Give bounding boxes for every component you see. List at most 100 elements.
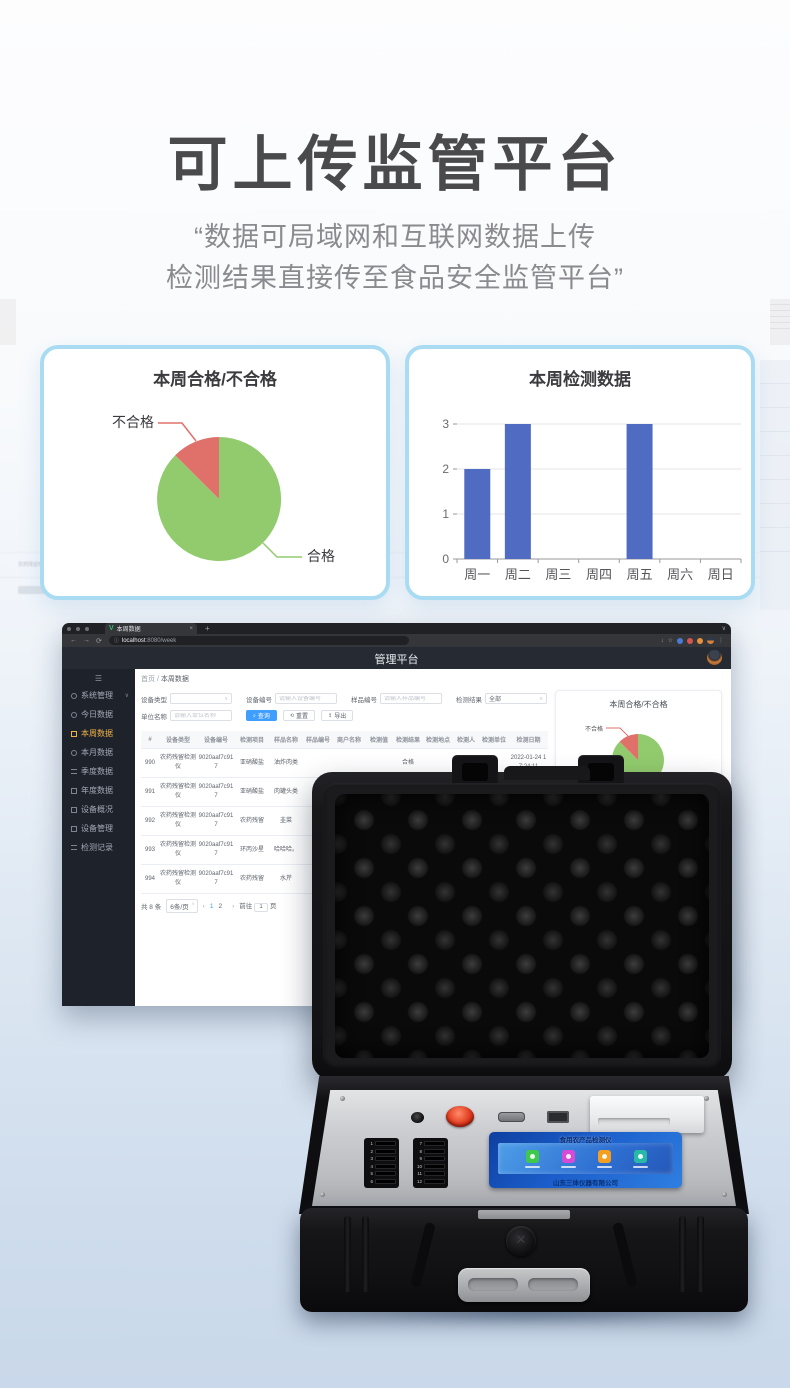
handle-grip-slot: [468, 1278, 518, 1291]
bar-周一: [464, 469, 491, 559]
prev-page-icon[interactable]: ‹: [202, 902, 205, 910]
sample-channel-4: 4: [367, 1163, 396, 1171]
sidebar-item-5[interactable]: 年度数据: [62, 781, 135, 800]
device-app-icon-1: [526, 1150, 539, 1163]
page-number-2[interactable]: 2: [218, 902, 223, 910]
tab-search-caret-icon[interactable]: ∨: [721, 626, 726, 632]
sidebar-item-8[interactable]: 检测记录: [62, 838, 135, 857]
table-cell: 农药残留检测仪: [159, 777, 197, 807]
reload-icon[interactable]: ⟳: [96, 637, 102, 645]
export-button[interactable]: ↥ 导出: [321, 710, 354, 721]
x-tick-label: 周五: [627, 567, 653, 582]
browser-profile-avatar[interactable]: [707, 637, 714, 644]
channel-number: 8: [419, 1148, 422, 1154]
chevron-down-icon: ∨: [124, 693, 129, 699]
extension-icon-blue[interactable]: [677, 637, 683, 644]
sidebar-collapse-icon[interactable]: ☰: [94, 674, 103, 683]
gear-icon: [71, 692, 77, 699]
filter-row-2: 单位名称 ⌕ 查询 ⟲ 重置 ↥ 导出: [141, 710, 723, 721]
bookmark-star-icon[interactable]: ☆: [667, 638, 673, 644]
y-tick-label: 1: [442, 507, 449, 521]
device-app-label: [597, 1166, 612, 1168]
unit-input[interactable]: [174, 712, 228, 719]
window-close-icon[interactable]: [67, 626, 71, 631]
pagination-total: 共 8 条: [141, 904, 162, 911]
window-minimize-icon[interactable]: [76, 626, 80, 631]
page-size-select[interactable]: 6条/页: [166, 899, 198, 913]
sidebar-item-label: 系统管理: [81, 691, 113, 700]
result-select[interactable]: 全部 ∨: [485, 693, 547, 704]
page-subtitle-line1: “数据可局域网和互联网数据上传: [194, 222, 596, 252]
browser-menu-icon[interactable]: ⋮: [718, 638, 724, 644]
browser-toolbar: ← → ⟳ ⓘ localhost :8080/week ↓ ☆ ⋮: [62, 634, 731, 647]
sidebar-item-3[interactable]: 本月数据: [62, 743, 135, 762]
channel-number: 2: [370, 1148, 373, 1154]
bar-chart-icon: [71, 769, 77, 774]
breadcrumb: 首页 / 本周数据: [141, 676, 189, 683]
extension-icon-orange[interactable]: [697, 637, 703, 644]
channel-number: 10: [416, 1163, 422, 1169]
sample-no-input[interactable]: [384, 695, 438, 702]
channel-slot: [424, 1141, 445, 1147]
site-info-icon[interactable]: ⓘ: [113, 638, 119, 644]
browser-tab[interactable]: V 本周数据 ×: [105, 623, 197, 634]
extension-icon-red[interactable]: [687, 637, 693, 644]
deck-screw: [320, 1192, 325, 1197]
sidebar-item-4[interactable]: 季度数据: [62, 762, 135, 781]
device-type-select[interactable]: ∨: [170, 693, 232, 704]
sidebar-item-7[interactable]: 设备管理: [62, 819, 135, 838]
pagination: 共 8 条 6条/页 ‹ 12 › 前往 页: [141, 899, 723, 913]
grid-icon: [71, 806, 77, 813]
tab-close-icon[interactable]: ×: [189, 625, 193, 632]
sample-channel-bank-right: 7 8 9 10 11 12: [413, 1138, 448, 1188]
result-label: 检测结果: [456, 696, 482, 704]
device-app-label: [525, 1166, 540, 1168]
forward-icon[interactable]: →: [83, 637, 90, 644]
sidebar-item-0[interactable]: 系统管理 ∨: [62, 686, 135, 705]
case-center-knob: [506, 1226, 536, 1256]
new-tab-button[interactable]: +: [205, 624, 210, 633]
download-icon[interactable]: ↓: [660, 637, 664, 644]
search-button[interactable]: ⌕ 查询: [246, 710, 277, 721]
sample-no-input-wrap: [380, 693, 442, 704]
user-avatar[interactable]: [707, 650, 722, 665]
next-page-icon[interactable]: ›: [232, 902, 235, 910]
lan-port: [547, 1111, 569, 1123]
x-tick-label: 周四: [586, 567, 612, 582]
pie-callout-line-pass: [262, 542, 302, 558]
channel-slot: [424, 1163, 445, 1169]
device-app-icon-3: [598, 1150, 611, 1163]
egg-crate-foam: [335, 794, 709, 1058]
panel-pie-title: 本周合格/不合格: [609, 700, 668, 709]
sample-channel-11: 11: [416, 1170, 445, 1178]
page-number-1[interactable]: 1: [209, 902, 214, 910]
device-no-input-wrap: [275, 693, 337, 704]
sample-channel-10: 10: [416, 1163, 445, 1171]
bar-chart-title: 本周检测数据: [529, 370, 631, 389]
url-host: localhost: [121, 637, 146, 644]
case-ridge: [679, 1216, 686, 1292]
table-cell: 环丙沙星: [235, 835, 269, 865]
sidebar-item-1[interactable]: 今日数据: [62, 705, 135, 724]
toolbar-right-icons: ↓ ☆ ⋮: [659, 637, 726, 644]
table-column-header: 检测单位: [479, 731, 509, 749]
channel-number: 6: [370, 1178, 373, 1184]
sidebar-item-6[interactable]: 设备概况: [62, 800, 135, 819]
cloud-icon: [71, 749, 77, 756]
device-bottom-case: [300, 1208, 748, 1312]
breadcrumb-root[interactable]: 首页: [141, 676, 155, 683]
sidebar-item-label: 本周数据: [81, 729, 113, 738]
window-maximize-icon[interactable]: [85, 626, 89, 631]
table-cell: 994: [141, 864, 159, 894]
panel-label-fail: 不合格: [585, 725, 603, 733]
case-ridge: [362, 1216, 369, 1292]
address-bar[interactable]: ⓘ localhost :8080/week: [108, 636, 409, 645]
device-no-input[interactable]: [279, 695, 333, 702]
deck-screw: [704, 1096, 709, 1101]
sample-channel-9: 9: [416, 1155, 445, 1163]
page-jump-input[interactable]: [254, 902, 269, 912]
back-icon[interactable]: ←: [70, 637, 77, 644]
sidebar-item-2[interactable]: 本周数据: [62, 724, 135, 743]
reset-button[interactable]: ⟲ 重置: [282, 710, 316, 721]
